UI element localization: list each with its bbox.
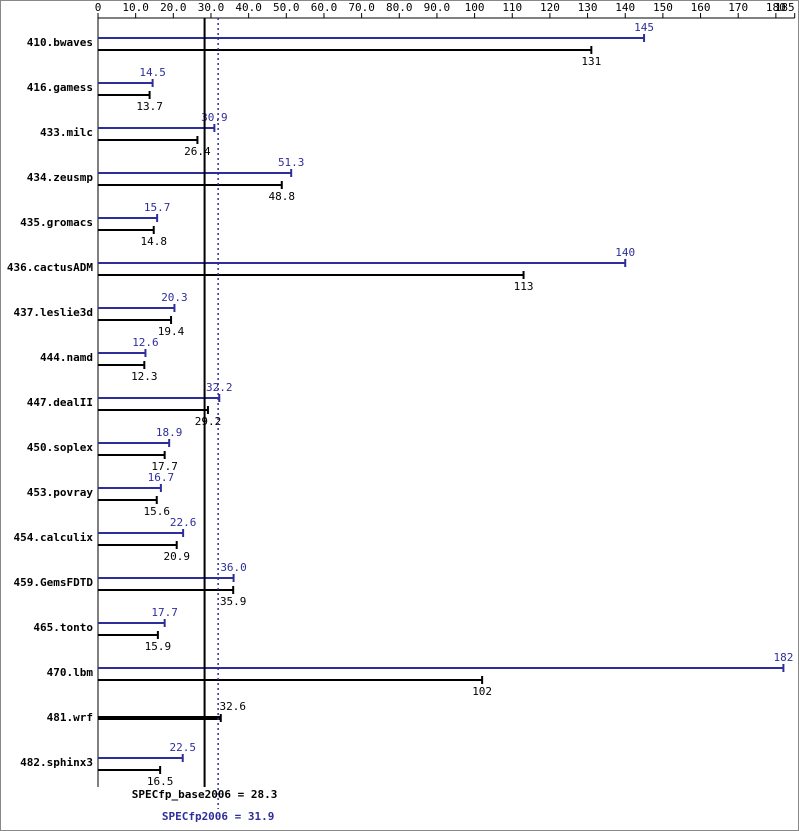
value-label: 15.9 — [145, 640, 172, 653]
category-label: 416.gamess — [27, 81, 93, 94]
x-tick-label: 60.0 — [311, 1, 338, 14]
x-tick-label: 130 — [578, 1, 598, 14]
category-label: 454.calculix — [14, 531, 94, 544]
value-label: 16.7 — [148, 471, 175, 484]
category-label: 435.gromacs — [20, 216, 93, 229]
category-label: 437.leslie3d — [14, 306, 93, 319]
value-label: 22.6 — [170, 516, 197, 529]
reference-label: SPECfp2006 = 31.9 — [162, 810, 275, 823]
x-tick-label: 80.0 — [386, 1, 413, 14]
value-label: 19.4 — [158, 325, 185, 338]
category-label: 433.milc — [40, 126, 93, 139]
value-label: 140 — [615, 246, 635, 259]
x-tick-label: 10.0 — [122, 1, 149, 14]
value-label: 22.5 — [169, 741, 196, 754]
value-label: 16.5 — [147, 775, 174, 788]
category-label: 453.povray — [27, 486, 94, 499]
value-label: 20.3 — [161, 291, 188, 304]
value-label: 17.7 — [151, 460, 178, 473]
value-label: 18.9 — [156, 426, 183, 439]
category-label: 434.zeusmp — [27, 171, 94, 184]
category-label: 447.dealII — [27, 396, 93, 409]
value-label: 48.8 — [269, 190, 296, 203]
value-label: 15.7 — [144, 201, 171, 214]
value-label: 14.8 — [140, 235, 167, 248]
value-label: 20.9 — [163, 550, 190, 563]
x-tick-label: 90.0 — [424, 1, 451, 14]
value-label: 145 — [634, 21, 654, 34]
x-tick-label: 110 — [502, 1, 522, 14]
category-label: 444.namd — [40, 351, 93, 364]
x-tick-label: 50.0 — [273, 1, 300, 14]
x-tick-label: 180 — [766, 1, 786, 14]
value-label: 32.2 — [206, 381, 233, 394]
value-label: 102 — [472, 685, 492, 698]
x-tick-label: 30.0 — [198, 1, 225, 14]
value-label: 12.3 — [131, 370, 158, 383]
x-tick-label: 185 — [775, 1, 795, 14]
x-tick-label: 170 — [728, 1, 748, 14]
value-label: 113 — [514, 280, 534, 293]
x-tick-label: 140 — [615, 1, 635, 14]
x-tick-label: 120 — [540, 1, 560, 14]
value-label: 26.4 — [184, 145, 211, 158]
value-label: 12.6 — [132, 336, 159, 349]
category-label: 470.lbm — [47, 666, 94, 679]
value-label: 17.7 — [151, 606, 178, 619]
value-label: 13.7 — [136, 100, 163, 113]
x-tick-label: 150 — [653, 1, 673, 14]
category-label: 482.sphinx3 — [20, 756, 93, 769]
value-label: 14.5 — [139, 66, 166, 79]
value-label: 15.6 — [143, 505, 170, 518]
value-label: 182 — [773, 651, 793, 664]
value-label: 30.9 — [201, 111, 228, 124]
value-label: 51.3 — [278, 156, 305, 169]
value-label: 32.6 — [220, 700, 247, 713]
x-tick-label: 40.0 — [235, 1, 262, 14]
x-tick-label: 20.0 — [160, 1, 187, 14]
category-label: 481.wrf — [47, 711, 93, 724]
value-label: 131 — [581, 55, 601, 68]
x-tick-label: 70.0 — [348, 1, 375, 14]
value-label: 35.9 — [220, 595, 247, 608]
category-label: 465.tonto — [33, 621, 93, 634]
x-tick-label: 100 — [465, 1, 485, 14]
category-label: 450.soplex — [27, 441, 94, 454]
x-tick-label: 0 — [95, 1, 102, 14]
category-label: 410.bwaves — [27, 36, 93, 49]
reference-label: SPECfp_base2006 = 28.3 — [132, 788, 278, 801]
category-label: 459.GemsFDTD — [14, 576, 94, 589]
value-label: 36.0 — [220, 561, 247, 574]
value-label: 29.2 — [195, 415, 222, 428]
x-tick-label: 160 — [691, 1, 711, 14]
category-label: 436.cactusADM — [7, 261, 93, 274]
